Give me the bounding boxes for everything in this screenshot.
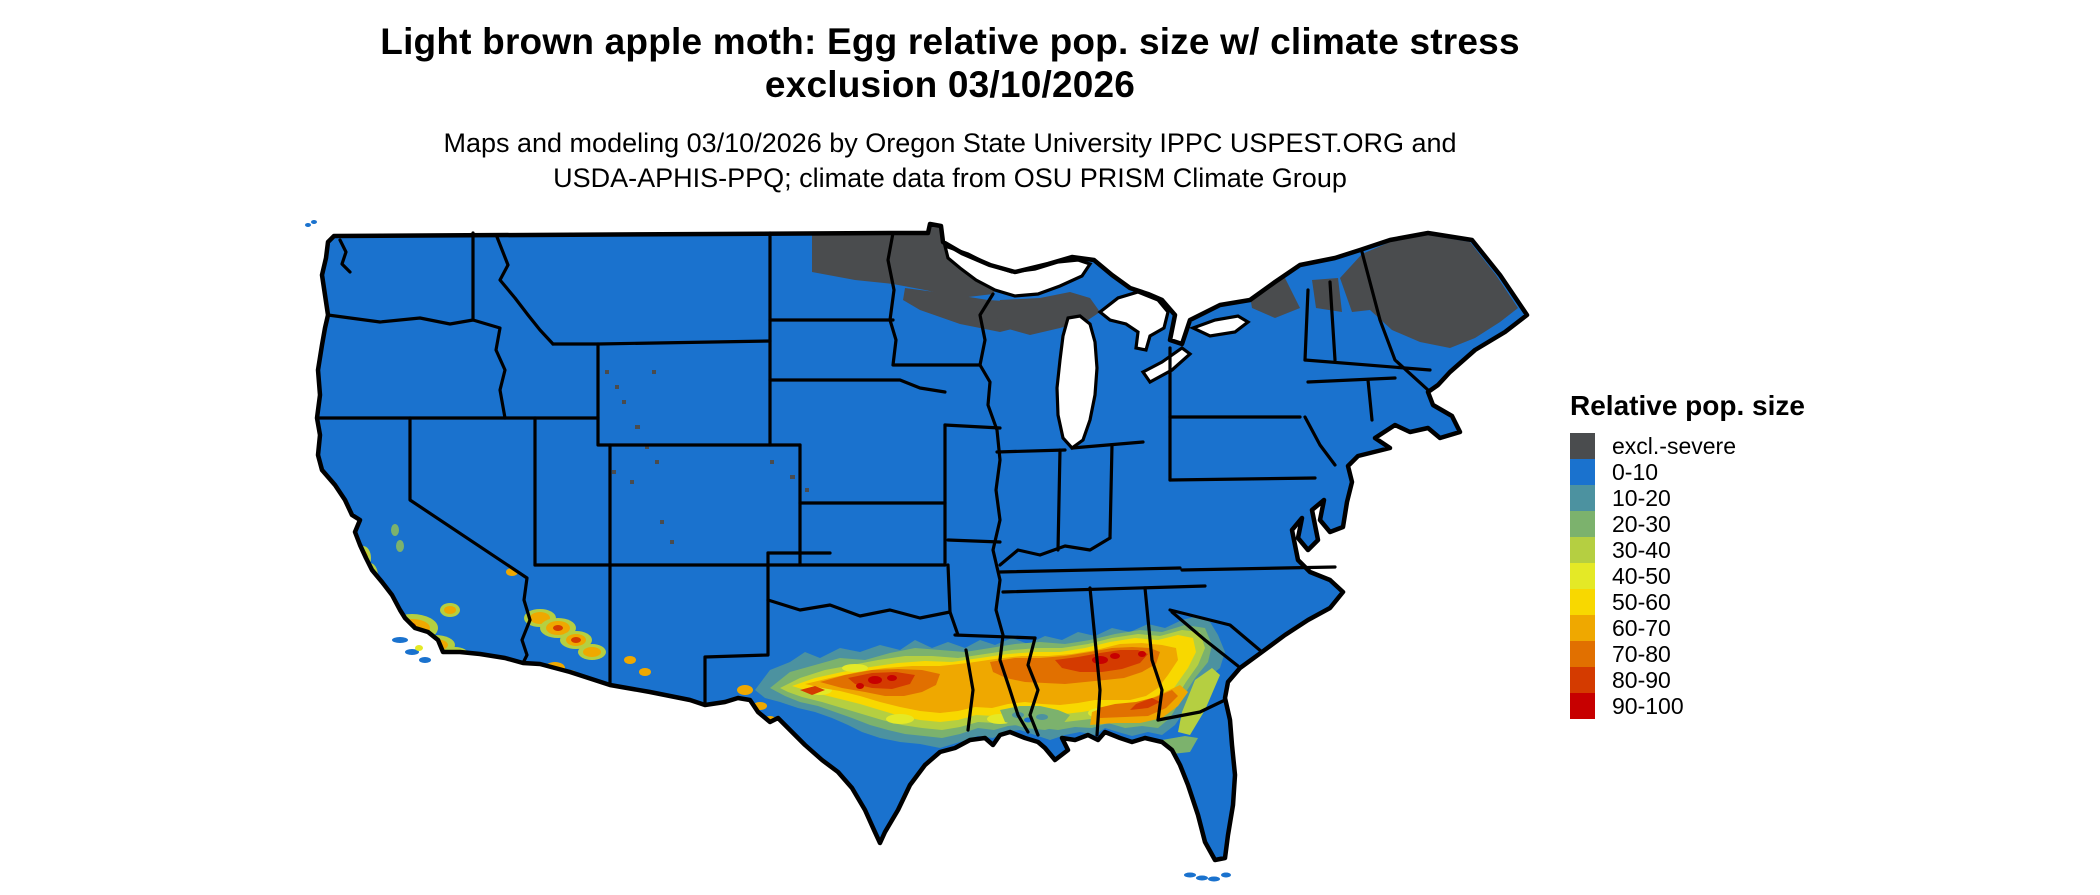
title-line-1: Light brown apple moth: Egg relative pop… <box>380 21 1520 62</box>
lake-michigan <box>1055 314 1099 451</box>
legend-swatch <box>1570 563 1595 589</box>
us-land <box>317 224 1527 860</box>
great-lakes <box>942 243 1251 451</box>
legend-label: 60-70 <box>1612 614 1671 641</box>
us-map-svg <box>305 220 1530 882</box>
legend-swatch <box>1570 693 1595 719</box>
legend-swatch <box>1570 667 1595 693</box>
us-outline <box>314 221 1530 863</box>
legend-item: 90-100 <box>1570 693 1870 719</box>
legend-label: 90-100 <box>1612 692 1684 719</box>
legend-item: 0-10 <box>1570 459 1870 485</box>
legend-swatch <box>1570 641 1595 667</box>
legend-item: excl.-severe <box>1570 433 1870 459</box>
legend-label: 50-60 <box>1612 588 1671 615</box>
legend-swatch <box>1570 511 1595 537</box>
legend-item: 50-60 <box>1570 589 1870 615</box>
legend-swatch <box>1570 485 1595 511</box>
legend-rows: excl.-severe 0-10 10-20 20-30 30-40 40-5… <box>1570 433 1870 719</box>
legend-label: 10-20 <box>1612 484 1671 511</box>
subtitle-line-1: Maps and modeling 03/10/2026 by Oregon S… <box>443 128 1457 158</box>
legend-swatch <box>1570 459 1595 485</box>
legend-label: 30-40 <box>1612 536 1671 563</box>
title-line-2: exclusion 03/10/2026 <box>764 64 1136 105</box>
legend-label: 80-90 <box>1612 666 1671 693</box>
subtitle-line-2: USDA-APHIS-PPQ; climate data from OSU PR… <box>553 163 1347 193</box>
legend-swatch <box>1570 537 1595 563</box>
legend-item: 30-40 <box>1570 537 1870 563</box>
legend-swatch <box>1570 615 1595 641</box>
offshore-features <box>305 220 1231 882</box>
legend-label: 70-80 <box>1612 640 1671 667</box>
legend-label: 40-50 <box>1612 562 1671 589</box>
subtitle: Maps and modeling 03/10/2026 by Oregon S… <box>0 126 1900 196</box>
legend-swatch <box>1570 589 1595 615</box>
us-choropleth-map <box>300 220 1550 890</box>
state-borders <box>315 231 1432 737</box>
legend-label: 0-10 <box>1612 458 1659 485</box>
lake-ontario <box>1188 314 1251 338</box>
legend-item: 20-30 <box>1570 511 1870 537</box>
legend-label: 20-30 <box>1612 510 1671 537</box>
legend-item: 40-50 <box>1570 563 1870 589</box>
rockies-excl-specks <box>605 370 809 544</box>
legend-swatch <box>1570 433 1595 459</box>
lake-erie <box>1140 346 1193 385</box>
legend-item: 60-70 <box>1570 615 1870 641</box>
legend-title: Relative pop. size <box>1570 390 1805 421</box>
page-title: Light brown apple moth: Egg relative pop… <box>0 20 1900 106</box>
legend: Relative pop. size excl.-severe 0-10 10-… <box>1570 390 1870 719</box>
legend-label: excl.-severe <box>1612 432 1736 459</box>
legend-item: 10-20 <box>1570 485 1870 511</box>
legend-item: 80-90 <box>1570 667 1870 693</box>
legend-item: 70-80 <box>1570 641 1870 667</box>
